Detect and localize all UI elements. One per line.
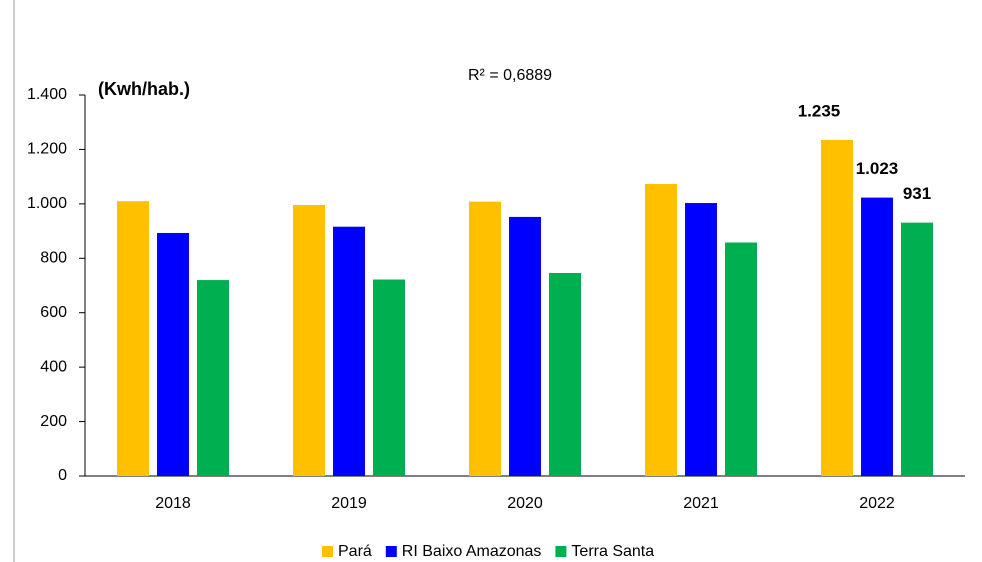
legend-swatch xyxy=(555,546,567,557)
y-tick-label: 1.000 xyxy=(27,195,67,212)
bar xyxy=(293,204,325,476)
legend-label: Pará xyxy=(338,543,372,560)
x-tick-label: 2019 xyxy=(331,495,367,512)
bar xyxy=(197,280,229,476)
data-label: 1.235 xyxy=(798,101,841,120)
legend-swatch xyxy=(322,546,333,557)
bar xyxy=(117,201,149,476)
y-tick-label: 800 xyxy=(40,250,67,267)
y-tick-label: 1.200 xyxy=(27,141,67,158)
y-axis-unit: (Kwh/hab.) xyxy=(98,79,190,99)
bar xyxy=(821,139,853,476)
bar xyxy=(373,279,405,476)
x-tick-label: 2020 xyxy=(507,495,543,512)
bar xyxy=(725,242,757,476)
r-squared: R² = 0,6889 xyxy=(468,67,552,84)
y-tick-label: 600 xyxy=(40,304,67,321)
bar xyxy=(509,216,541,477)
data-label: 1.023 xyxy=(856,159,899,178)
bar xyxy=(549,272,581,476)
x-tick-label: 2018 xyxy=(155,495,191,512)
y-tick-label: 400 xyxy=(40,358,67,375)
bar xyxy=(333,226,365,476)
y-tick-label: 0 xyxy=(58,467,67,484)
bar xyxy=(901,222,933,476)
y-tick-label: 200 xyxy=(40,413,67,430)
legend-label: RI Baixo Amazonas xyxy=(402,543,542,560)
legend-swatch xyxy=(385,546,397,557)
bar xyxy=(157,232,189,476)
bar xyxy=(861,197,893,477)
x-tick-label: 2022 xyxy=(859,495,895,512)
data-label: 931 xyxy=(903,184,931,203)
legend-label: Terra Santa xyxy=(571,543,654,560)
x-tick-label: 2021 xyxy=(683,495,719,512)
y-tick-label: 1.400 xyxy=(27,86,67,103)
bar xyxy=(469,201,501,476)
bar xyxy=(645,183,677,476)
bar xyxy=(685,203,717,476)
